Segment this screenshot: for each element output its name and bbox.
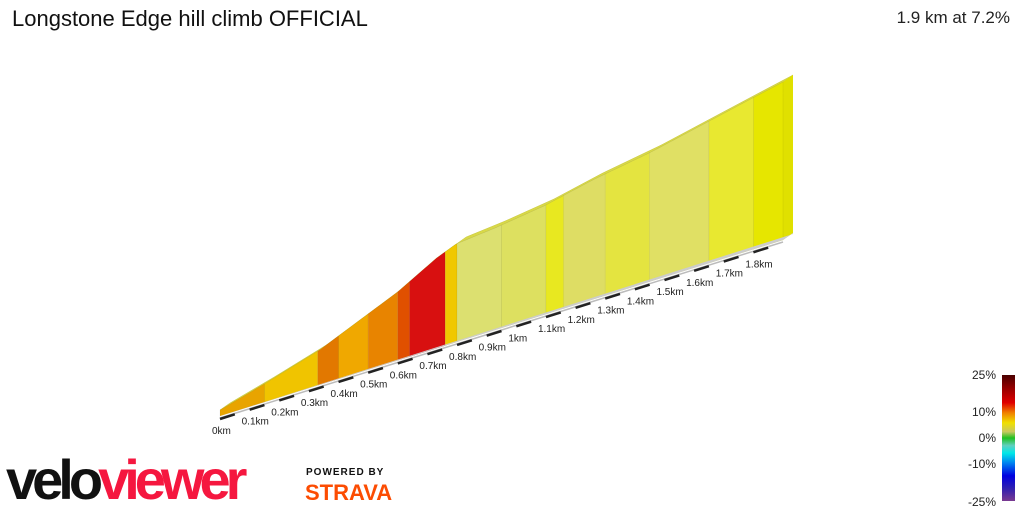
gradient-segment (456, 224, 502, 343)
gradient-segment (649, 120, 710, 283)
distance-tick (397, 357, 413, 365)
gradient-legend-bar (1002, 375, 1015, 501)
distance-label: 0.4km (331, 389, 358, 400)
distance-tick (634, 283, 651, 291)
distance-tick (338, 376, 354, 384)
gradient-segment (563, 173, 606, 309)
gradient-segment (264, 350, 319, 403)
distance-tick (308, 385, 325, 393)
distance-label: 1km (508, 333, 527, 344)
distance-label: 1.8km (745, 259, 772, 270)
legend-label: 25% (971, 368, 996, 382)
legend-label: 0% (978, 431, 996, 445)
legend-label: 10% (971, 405, 996, 419)
distance-tick (664, 274, 680, 282)
gradient-segment (397, 280, 410, 361)
distance-label: 1.6km (686, 278, 713, 289)
powered-by-label: POWERED BY (306, 467, 385, 478)
distance-tick (545, 311, 562, 319)
distance-tick (486, 329, 502, 337)
distance-tick (219, 413, 236, 421)
distance-tick (723, 255, 739, 263)
legend-label: -25% (967, 495, 996, 509)
distance-tick (278, 394, 295, 402)
gradient-segment (317, 335, 339, 386)
distance-label: 0.5km (360, 380, 387, 391)
distance-label: 1.3km (597, 306, 624, 317)
distance-label: 0.9km (479, 343, 506, 354)
distance-tick (367, 366, 384, 374)
distance-label: 1.4km (627, 296, 654, 307)
gradient-segment (409, 251, 446, 358)
distance-tick (752, 246, 769, 254)
gradient-segment (501, 204, 547, 329)
distance-label: 0km (212, 426, 231, 437)
distance-tick (456, 339, 473, 347)
veloviewer-logo[interactable]: veloviewer (6, 448, 247, 511)
gradient-segment (338, 313, 369, 380)
distance-label: 0.6km (390, 370, 417, 381)
distance-tick (575, 302, 591, 310)
distance-tick (427, 348, 443, 356)
gradient-segment (444, 243, 458, 347)
gradient-segment (708, 97, 754, 264)
distance-tick (515, 320, 532, 328)
gradient-segment (367, 291, 399, 371)
distance-label: 1.5km (656, 287, 683, 298)
distance-label: 0.2km (271, 407, 298, 418)
segment-summary: 1.9 km at 7.2% (896, 8, 1010, 27)
profile-end-face (783, 75, 793, 240)
distance-tick (249, 403, 265, 411)
distance-label: 0.7km (419, 361, 446, 372)
distance-label: 1.1km (538, 324, 565, 335)
distance-label: 0.3km (301, 398, 328, 409)
distance-label: 0.1km (242, 417, 269, 428)
gradient-segment (604, 152, 650, 296)
distance-label: 1.7km (716, 269, 743, 280)
strava-logo[interactable]: STRAVA (305, 480, 393, 505)
gradient-segment (545, 194, 565, 315)
distance-tick (693, 264, 710, 272)
segment-title: Longstone Edge hill climb OFFICIAL (12, 6, 368, 31)
legend-label: -10% (967, 457, 996, 471)
distance-tick (604, 292, 621, 300)
gradient-segment (753, 81, 784, 250)
distance-label: 0.8km (449, 352, 476, 363)
distance-label: 1.2km (568, 315, 595, 326)
